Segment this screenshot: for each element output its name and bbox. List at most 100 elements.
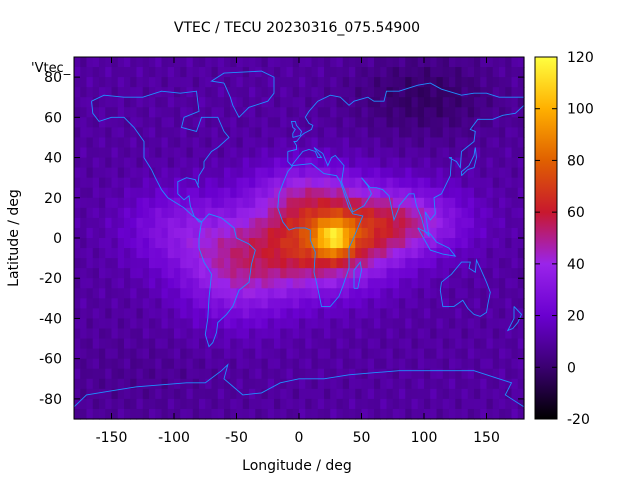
heat-cell [342,107,350,118]
heat-cell [199,157,206,169]
heat-cell [505,408,513,420]
heat-cell [305,378,313,390]
heat-cell [430,67,438,78]
heat-cell [142,207,150,219]
heat-cell [217,147,225,159]
heat-cell [480,197,488,209]
heat-cell [167,288,175,299]
heat-cell [499,57,506,68]
heat-cell [330,97,338,108]
heat-cell [124,278,131,289]
heat-cell [505,358,513,370]
heat-cell [280,147,288,159]
heat-cell [486,137,494,149]
heat-cell [467,298,475,309]
heat-cell [205,167,213,179]
heat-cell [180,97,188,108]
heat-cell [280,207,288,219]
heat-cell [124,258,131,269]
heat-cell [80,328,88,340]
heat-cell [280,318,288,330]
heat-cell [317,127,325,139]
heat-cell [455,348,463,360]
heat-cell [449,227,456,239]
heat-cell [349,318,356,330]
heat-cell [130,268,138,279]
heat-cell [349,338,356,350]
coastline-south-america [198,213,256,348]
heat-cell [80,127,88,139]
heat-cell [249,328,256,340]
heat-cell [305,217,313,229]
heat-cell [130,398,138,410]
heat-cell [330,147,338,159]
heat-cell [411,107,419,118]
heat-cell [492,57,500,68]
heat-cell [424,167,431,179]
heat-cell [361,227,369,239]
heat-cell [267,77,275,88]
heat-cell [267,268,275,279]
heat-cell [405,348,413,360]
heat-cell [374,57,381,68]
heat-cell [449,398,456,410]
heat-cell [105,147,113,159]
heat-cell [155,157,163,169]
heat-cell [117,177,125,189]
heat-cell [367,117,375,128]
heat-cell [86,408,94,420]
heat-cell [374,298,381,309]
heat-cell [424,328,431,340]
heat-cell [349,77,356,88]
heat-cell [161,398,169,410]
heat-cell [92,217,100,229]
heat-cell [136,318,144,330]
heat-cell [417,107,425,118]
heat-cell [186,288,194,299]
heat-cell [436,368,444,380]
heat-cell [230,107,238,118]
heat-cell [305,358,313,370]
heat-cell [455,308,463,320]
heat-cell [299,268,306,279]
heat-cell [280,308,288,320]
heat-cell [492,77,500,88]
heat-cell [80,248,88,259]
heat-cell [217,368,225,380]
heat-cell [442,167,450,179]
heat-cell [217,238,225,249]
heat-cell [111,177,119,189]
heat-cell [480,167,488,179]
heat-cell [280,117,288,128]
heat-cell [86,338,94,350]
heat-cell [480,398,488,410]
heat-cell [511,258,519,269]
heat-cell [149,217,156,229]
heat-cell [392,358,400,370]
heat-cell [161,97,169,108]
heat-cell [411,227,419,239]
heat-cell [474,308,481,320]
heat-cell [142,328,150,340]
heat-cell [492,248,500,259]
heat-cell [455,338,463,350]
heat-cell [92,67,100,78]
heat-cell [324,258,331,269]
heat-cell [374,127,381,139]
heat-cell [161,348,169,360]
heat-cell [86,67,94,78]
heat-cell [155,117,163,128]
heat-cell [149,358,156,370]
heat-cell [392,67,400,78]
heat-cell [186,77,194,88]
heat-cell [430,298,438,309]
heat-cell [211,248,219,259]
heat-cell [211,288,219,299]
heat-cell [430,398,438,410]
heat-cell [186,137,194,149]
heat-cell [274,258,281,269]
heat-cell [411,398,419,410]
heat-cell [292,398,300,410]
heat-cell [105,358,113,370]
heat-cell [317,187,325,199]
